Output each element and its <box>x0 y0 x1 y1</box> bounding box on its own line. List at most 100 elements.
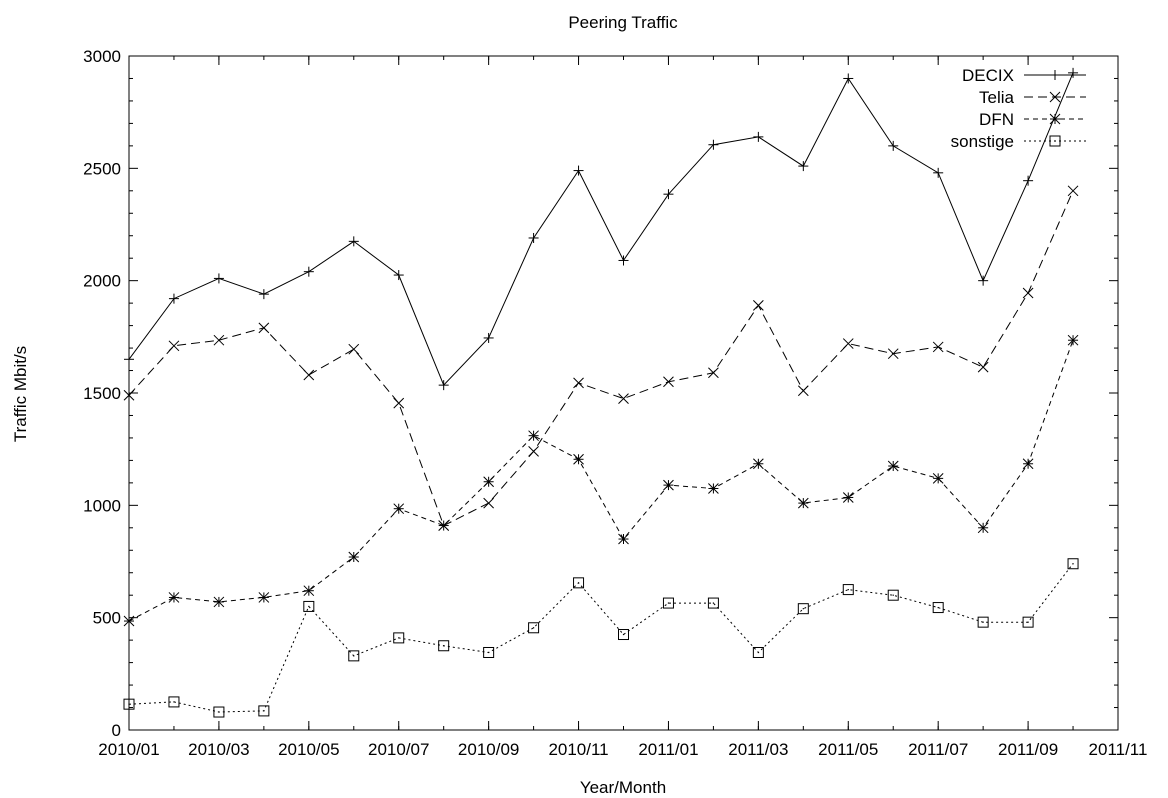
data-point-dfn <box>168 592 180 603</box>
legend-marker <box>1049 135 1061 147</box>
legend-label: DECIX <box>962 66 1014 85</box>
y-tick-label: 1000 <box>83 496 121 515</box>
data-point-decix <box>393 270 404 281</box>
data-point-sonstige <box>932 602 944 614</box>
x-tick-label: 2010/07 <box>368 740 429 759</box>
data-point-telia <box>663 376 674 388</box>
data-point-sonstige <box>573 577 585 589</box>
data-point-telia <box>483 497 494 509</box>
data-point-telia <box>258 322 270 334</box>
data-point-telia <box>753 300 764 311</box>
data-point-sonstige <box>618 629 629 641</box>
data-point-sonstige <box>707 597 719 609</box>
data-point-dfn <box>348 551 360 563</box>
data-point-decix <box>618 255 629 266</box>
data-point-telia <box>932 341 944 353</box>
data-point-dfn <box>483 476 494 488</box>
y-tick-label: 2000 <box>83 272 121 291</box>
data-point-sonstige <box>1022 616 1034 628</box>
y-tick-label: 1500 <box>83 384 121 403</box>
data-point-telia <box>528 446 539 457</box>
data-point-telia <box>393 397 405 409</box>
data-point-telia <box>168 340 180 352</box>
x-tick-label: 2010/05 <box>278 740 339 759</box>
legend-entry-decix: DECIX <box>962 66 1086 85</box>
data-point-dfn <box>663 479 674 491</box>
data-point-dfn <box>1067 334 1079 346</box>
data-point-dfn <box>1022 458 1034 470</box>
data-point-dfn <box>258 592 270 603</box>
data-point-sonstige <box>887 589 899 601</box>
data-point-decix <box>573 165 584 176</box>
legend-entry-dfn: DFN <box>979 110 1086 129</box>
legend-entry-sonstige: sonstige <box>951 132 1086 151</box>
x-tick-label: 2011/05 <box>818 740 878 759</box>
data-point-decix <box>663 189 674 200</box>
legend-label: sonstige <box>951 132 1014 151</box>
data-point-sonstige <box>797 603 809 615</box>
plot-frame <box>128 55 1119 731</box>
series-line-dfn <box>128 340 1074 622</box>
data-point-dfn <box>887 460 899 472</box>
data-point-telia <box>618 393 629 404</box>
data-point-decix <box>843 73 854 84</box>
x-tick-label: 2010/09 <box>458 740 519 759</box>
data-point-dfn <box>528 430 539 442</box>
data-point-decix <box>303 266 314 277</box>
data-point-telia <box>842 338 854 349</box>
data-point-decix <box>753 131 764 142</box>
legend-entry-telia: Telia <box>979 88 1086 107</box>
x-axis-title: Year/Month <box>580 778 666 797</box>
x-tick-label: 2011/01 <box>638 740 698 759</box>
legend-label: Telia <box>979 88 1015 107</box>
data-point-telia <box>1067 185 1079 197</box>
y-axis-title: Traffic Mbit/s <box>11 346 30 442</box>
data-point-decix <box>528 232 539 243</box>
data-point-sonstige <box>258 705 270 717</box>
legend-marker <box>1049 91 1061 103</box>
data-point-telia <box>348 343 360 355</box>
x-tick-label: 2011/03 <box>728 740 788 759</box>
legend: DECIX Telia DFN sonstige <box>951 66 1086 151</box>
data-point-decix <box>798 161 809 172</box>
data-point-sonstige <box>1067 558 1079 570</box>
data-point-sonstige <box>483 646 495 658</box>
data-point-decix <box>1023 175 1034 186</box>
series-dfn <box>123 334 1079 627</box>
data-point-sonstige <box>168 696 180 708</box>
x-tick-label: 2010/11 <box>548 740 608 759</box>
data-point-dfn <box>393 503 405 515</box>
x-tick-label: 2010/01 <box>98 740 159 759</box>
data-point-dfn <box>213 596 225 608</box>
data-point-decix <box>888 140 899 151</box>
y-tick-label: 2500 <box>83 159 121 178</box>
data-point-sonstige <box>393 632 405 644</box>
data-point-telia <box>1022 287 1034 299</box>
data-point-sonstige <box>842 584 854 596</box>
data-point-dfn <box>753 458 764 470</box>
data-point-decix <box>1068 67 1079 78</box>
data-point-decix <box>708 139 719 150</box>
legend-label: DFN <box>979 110 1014 129</box>
x-tick-label: 2011/11 <box>1089 740 1148 759</box>
data-point-dfn <box>932 473 944 484</box>
legend-marker <box>1049 113 1061 125</box>
data-point-decix <box>933 167 944 178</box>
data-point-dfn <box>438 520 450 531</box>
chart-title: Peering Traffic <box>568 13 678 32</box>
data-point-decix <box>348 236 359 247</box>
data-point-telia <box>797 385 809 397</box>
data-point-decix <box>438 380 449 391</box>
data-point-telia <box>573 377 584 389</box>
y-tick-label: 500 <box>93 609 121 628</box>
data-point-decix <box>213 273 224 284</box>
data-point-dfn <box>797 497 809 509</box>
data-point-telia <box>303 369 315 381</box>
series-sonstige <box>123 558 1079 718</box>
data-point-dfn <box>842 492 854 503</box>
series-line-decix <box>128 72 1074 387</box>
data-point-decix <box>258 289 269 300</box>
data-point-decix <box>168 293 179 304</box>
x-tick-label: 2010/03 <box>188 740 249 759</box>
series-layer <box>123 67 1079 718</box>
